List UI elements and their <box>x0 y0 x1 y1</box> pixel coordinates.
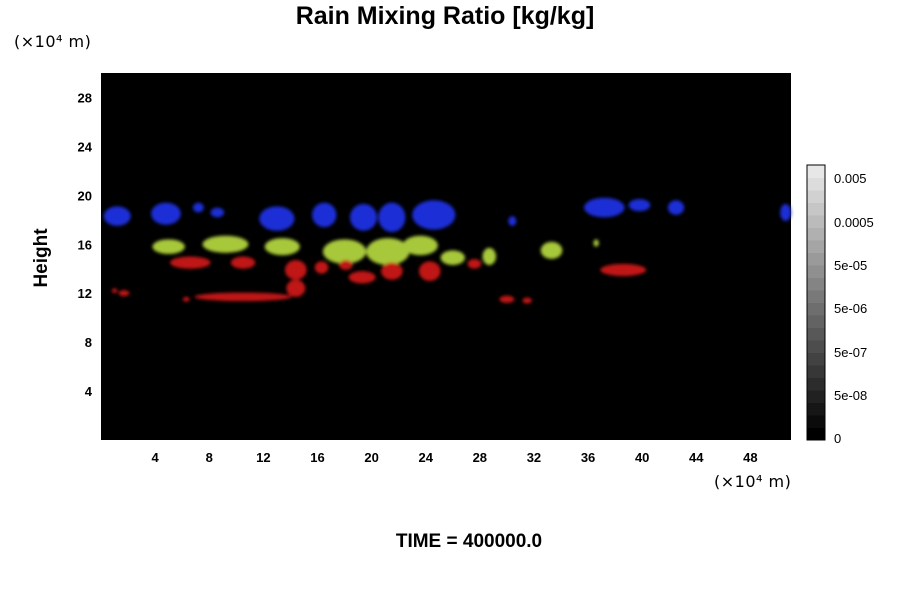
x-tick-label: 20 <box>364 450 378 465</box>
y-axis-unit: (×10⁴ m) <box>14 32 92 51</box>
x-tick-label: 36 <box>581 450 595 465</box>
rain-feature-blue <box>628 199 651 212</box>
colorbar-segment <box>807 202 825 216</box>
x-axis-unit: (×10⁴ m) <box>714 472 792 491</box>
rain-feature-green-yellow <box>322 239 367 264</box>
colorbar-segment <box>807 215 825 228</box>
rain-feature-red <box>194 292 292 302</box>
colorbar-segment <box>807 402 825 416</box>
colorbar-border <box>806 164 826 441</box>
y-tick-label: 4 <box>85 384 93 399</box>
colorbar-segment <box>807 227 825 241</box>
colorbar-segment <box>807 327 825 341</box>
x-tick-label: 12 <box>256 450 270 465</box>
colorbar-segment <box>807 315 825 328</box>
x-tick-label: 28 <box>473 450 487 465</box>
colorbar-label: 0 <box>834 431 841 446</box>
colorbar-segment <box>807 390 825 403</box>
y-tick-label: 8 <box>85 335 92 350</box>
y-tick-label: 24 <box>78 139 93 154</box>
rain-feature-blue <box>151 202 181 225</box>
colorbar-segment <box>807 190 825 203</box>
rain-feature-red <box>348 271 376 284</box>
rain-feature-red <box>339 260 353 270</box>
colorbar-segment <box>807 427 825 441</box>
rain-feature-blue <box>259 206 295 231</box>
y-tick-label: 16 <box>78 237 92 252</box>
rain-feature-blue <box>312 202 337 228</box>
rain-feature-blue <box>508 216 517 226</box>
rain-feature-red <box>381 262 403 280</box>
rain-feature-blue <box>103 206 131 226</box>
x-tick-label: 8 <box>206 450 213 465</box>
colorbar-label: 5e-06 <box>834 301 867 316</box>
rain-feature-green-yellow <box>264 238 300 256</box>
colorbar-segment <box>807 365 825 378</box>
rain-feature-green-yellow <box>440 250 465 266</box>
x-tick-label: 32 <box>527 450 541 465</box>
x-tick-label: 4 <box>152 450 160 465</box>
rain-feature-blue <box>667 200 685 215</box>
colorbar-label: 5e-08 <box>834 388 867 403</box>
rain-feature-blue <box>349 203 377 231</box>
x-tick-label: 24 <box>418 450 433 465</box>
colorbar-segment <box>807 177 825 191</box>
colorbar-segment <box>807 240 825 253</box>
rain-feature-blue <box>378 202 406 233</box>
rain-feature-red <box>314 261 329 274</box>
colorbar-segment <box>807 252 825 266</box>
colorbar-label: 0.0005 <box>834 215 874 230</box>
rain-feature-green-yellow <box>482 247 497 266</box>
rain-feature-green-yellow <box>402 235 438 256</box>
rain-feature-green-yellow <box>152 239 185 255</box>
x-tick-label: 40 <box>635 450 649 465</box>
rain-feature-red <box>111 288 118 294</box>
colorbar-label: 5e-05 <box>834 258 867 273</box>
rain-feature-red <box>467 258 482 269</box>
colorbar-segment <box>807 377 825 391</box>
rain-feature-green-yellow <box>202 235 249 253</box>
rain-feature-green-yellow <box>366 238 410 266</box>
colorbar-segment <box>807 290 825 303</box>
rain-feature-red <box>286 279 306 297</box>
colorbar-label: 5e-07 <box>834 345 867 360</box>
rain-feature-red <box>499 295 515 303</box>
rain-feature-green-yellow <box>593 239 599 247</box>
rain-feature-blue <box>210 207 225 218</box>
y-tick-label: 20 <box>78 188 92 203</box>
time-label: TIME = 400000.0 <box>395 531 543 552</box>
rain-feature-red <box>600 263 647 277</box>
rain-feature-blue <box>584 197 625 218</box>
colorbar-segment <box>807 415 825 428</box>
rain-feature-red <box>522 297 532 304</box>
rain-feature-red <box>418 261 441 281</box>
rain-feature-red <box>230 256 256 269</box>
colorbar-segment <box>807 265 825 278</box>
rain-feature-red <box>182 296 190 302</box>
colorbar-segment <box>807 352 825 366</box>
rain-feature-green-yellow <box>540 241 563 259</box>
x-tick-label: 16 <box>310 450 324 465</box>
rain-feature-blue <box>780 203 792 222</box>
colorbar-label: 0.005 <box>834 171 867 186</box>
colorbar-segment <box>807 340 825 353</box>
rain-feature-blue <box>193 202 204 213</box>
x-tick-label: 44 <box>689 450 704 465</box>
colorbar-segment <box>807 302 825 316</box>
rain-feature-blue <box>412 200 456 230</box>
y-tick-label: 12 <box>78 286 92 301</box>
y-tick-label: 28 <box>78 90 92 105</box>
x-tick-label: 48 <box>743 450 757 465</box>
rain-feature-red <box>285 260 307 280</box>
colorbar-segment <box>807 165 825 178</box>
chart-title: Rain Mixing Ratio [kg/kg] <box>295 2 595 30</box>
colorbar-segment <box>807 277 825 291</box>
rain-feature-red <box>170 256 211 269</box>
rain-feature-red <box>118 290 130 297</box>
